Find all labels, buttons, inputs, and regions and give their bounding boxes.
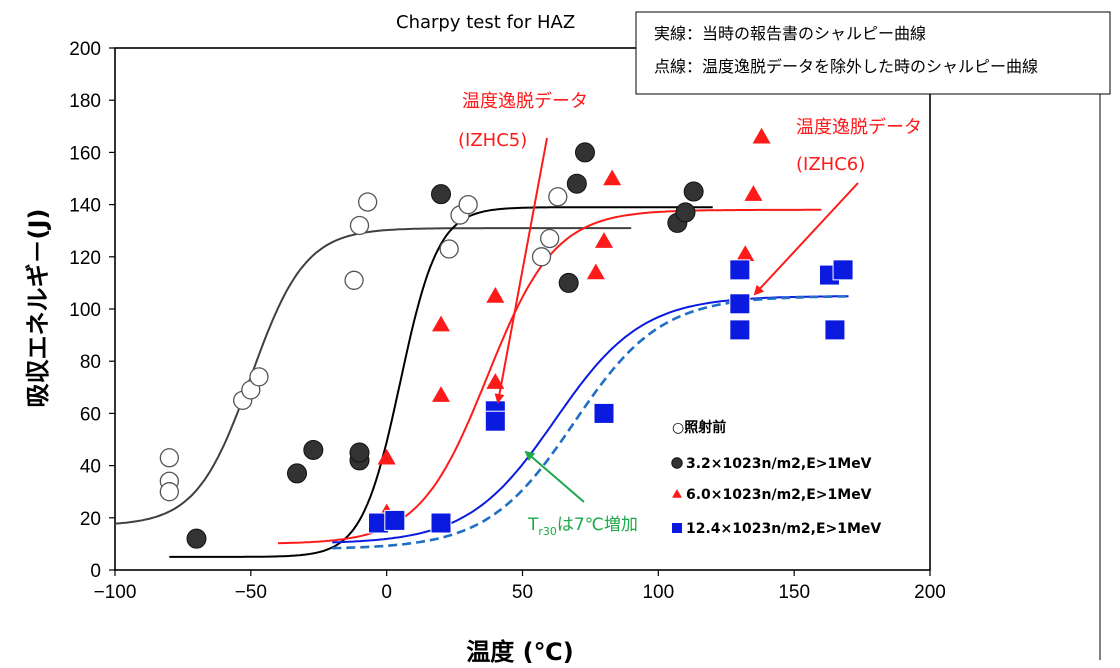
legend: ○照射前 3.2×1023n/m2,E>1MeV 6.0×1023n/m2,E>1M… <box>671 419 881 537</box>
annotation-izhc6-title: 温度逸脱データ <box>796 117 922 138</box>
data-point-0 <box>357 192 378 212</box>
legend-marker-1 <box>671 457 683 469</box>
data-point-1 <box>349 442 370 463</box>
y-tick-label: 60 <box>80 404 101 425</box>
data-point-1 <box>431 184 451 205</box>
data-point-0 <box>344 270 364 290</box>
y-tick-label: 40 <box>80 457 101 478</box>
fit-curve-3 <box>332 295 849 544</box>
data-point-3 <box>729 259 751 281</box>
annotation-izhc5-title: 温度逸脱データ <box>462 91 588 112</box>
x-tick-label: 100 <box>642 582 674 603</box>
y-tick-label: 80 <box>80 352 101 373</box>
data-point-0 <box>540 228 560 249</box>
arrow-izhc6 <box>753 182 859 296</box>
arrow-tr30 <box>524 450 585 503</box>
legend-label-0: ○照射前 <box>672 419 726 436</box>
annotation-izhc6-id: (IZHC6) <box>796 154 865 175</box>
data-point-2 <box>486 373 505 389</box>
fit-curve-0 <box>114 227 632 525</box>
annotation-tr30: Tr30は7℃増加 <box>527 515 638 538</box>
fit-curve-4 <box>332 295 849 550</box>
annotation-tr30-text: は7℃増加 <box>557 515 638 535</box>
note-box <box>635 11 1111 95</box>
data-point-3 <box>729 319 751 341</box>
data-point-1 <box>574 142 595 163</box>
data-point-3 <box>593 402 615 424</box>
data-point-2 <box>603 169 622 186</box>
annotation-izhc5-id: (IZHC5) <box>458 130 527 151</box>
y-tick-label: 140 <box>69 196 101 217</box>
data-point-1 <box>558 272 579 293</box>
data-point-2 <box>432 315 450 332</box>
data-point-3 <box>729 293 751 315</box>
y-tick-label: 200 <box>69 39 101 60</box>
data-points <box>159 127 854 549</box>
data-point-2 <box>586 263 605 280</box>
data-point-1 <box>186 528 207 549</box>
data-point-0 <box>349 215 370 236</box>
annotation-tr30-sub: r30 <box>538 525 557 538</box>
data-point-1 <box>566 173 587 194</box>
y-axis-title: 吸収エネルギ－(J) <box>24 209 52 408</box>
data-point-3 <box>824 319 846 341</box>
data-point-2 <box>377 448 396 465</box>
data-point-1 <box>303 439 324 460</box>
x-tick-label: 200 <box>914 582 946 603</box>
note-line-2: 点線：温度逸脱データを除外した時のシャルピー曲線 <box>654 57 1038 76</box>
legend-marker-2 <box>672 489 682 498</box>
data-point-3 <box>384 509 406 531</box>
data-point-1 <box>675 202 696 223</box>
data-point-1 <box>683 181 704 202</box>
y-tick-label: 20 <box>80 509 101 530</box>
legend-label-2: 6.0×1023n/m2,E>1MeV <box>686 487 872 503</box>
x-tick-label: 0 <box>381 582 392 603</box>
data-point-0 <box>159 448 179 468</box>
x-tick-label: 50 <box>512 582 533 603</box>
legend-marker-3 <box>671 522 683 534</box>
data-point-0 <box>249 367 269 387</box>
axis-ticks: −100 −50 0 50 100 150 200 0 20 40 60 80 100 120 140 160… <box>69 39 946 603</box>
data-point-2 <box>752 127 771 144</box>
data-point-3 <box>430 512 452 534</box>
x-axis-title: 温度 (℃) <box>466 638 573 666</box>
legend-label-3: 12.4×1023n/m2,E>1MeV <box>686 521 881 537</box>
data-point-0 <box>458 194 478 215</box>
note-line-1: 実線：当時の報告書のシャルピー曲線 <box>654 24 926 43</box>
data-point-3 <box>484 410 506 432</box>
arrow-izhc5 <box>494 137 548 404</box>
y-tick-label: 180 <box>69 91 101 112</box>
x-tick-label: 150 <box>778 582 810 603</box>
legend-label-1: 3.2×1023n/m2,E>1MeV <box>686 456 872 472</box>
data-point-2 <box>736 245 755 261</box>
y-tick-label: 120 <box>69 248 101 269</box>
data-point-2 <box>744 185 763 201</box>
y-tick-label: 100 <box>69 300 101 321</box>
data-point-3 <box>832 259 854 281</box>
y-tick-label: 0 <box>90 561 101 582</box>
x-tick-label: −50 <box>235 582 267 603</box>
data-point-0 <box>439 239 459 259</box>
data-point-0 <box>159 482 179 502</box>
data-point-2 <box>595 232 613 248</box>
x-tick-label: −100 <box>94 582 137 603</box>
data-point-2 <box>486 286 505 303</box>
data-point-2 <box>432 386 450 402</box>
data-point-1 <box>287 463 308 484</box>
data-point-0 <box>548 187 568 207</box>
data-point-0 <box>531 247 552 267</box>
annotation-tr30-t: T <box>527 515 539 535</box>
y-tick-label: 160 <box>69 143 101 164</box>
chart-title: Charpy test for HAZ <box>396 12 575 33</box>
